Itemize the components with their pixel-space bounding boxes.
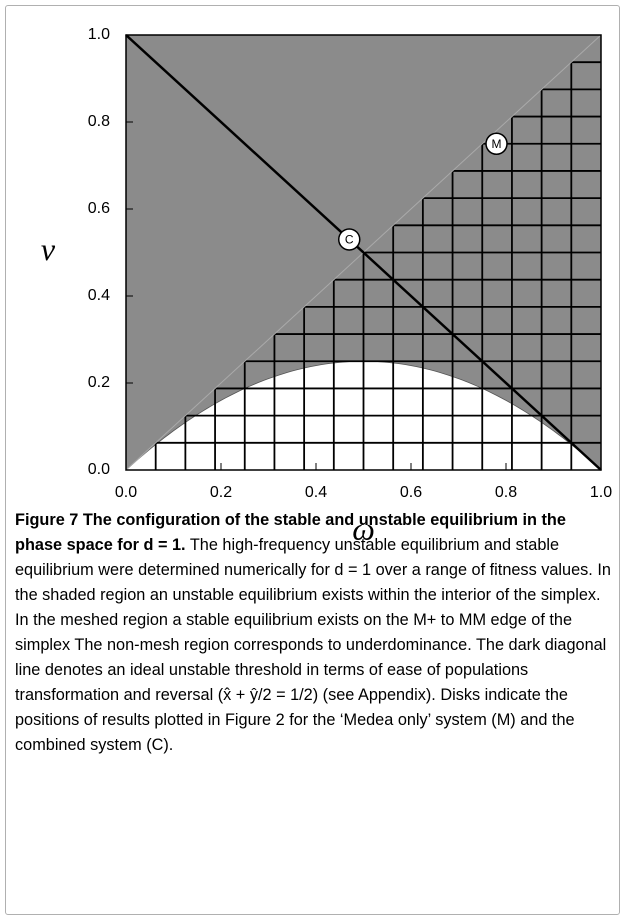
- y-tick-label: 0.8: [88, 113, 110, 130]
- y-tick-label: 0.6: [88, 200, 110, 217]
- x-axis-label: ω: [352, 510, 375, 546]
- x-tick-label: 0.8: [495, 484, 517, 501]
- disk-label: C: [345, 233, 354, 247]
- disk: [485, 132, 508, 155]
- x-tick-label: 0.2: [210, 484, 232, 501]
- figure-frame: [5, 5, 620, 915]
- caption-heading: Figure 7 The configuration of the stable…: [15, 511, 566, 554]
- caption-text: The high-frequency unstable equilibrium …: [15, 536, 611, 754]
- caption: Figure 7 The configuration of the stable…: [15, 508, 613, 758]
- x-tick-label: 0.0: [115, 484, 137, 501]
- y-tick-label: 0.0: [88, 461, 110, 478]
- disk-label: M: [492, 137, 502, 151]
- x-tick-label: 0.4: [305, 484, 327, 501]
- y-tick-label: 0.4: [88, 287, 110, 304]
- y-tick-label: 1.0: [88, 26, 110, 43]
- y-tick-label: 0.2: [88, 374, 110, 391]
- threshold-line: [125, 34, 602, 471]
- x-tick-label: 0.6: [400, 484, 422, 501]
- y-axis-label: ν: [41, 231, 56, 267]
- plot-frame: [125, 34, 602, 471]
- disk: [338, 228, 361, 251]
- x-tick-label: 1.0: [590, 484, 612, 501]
